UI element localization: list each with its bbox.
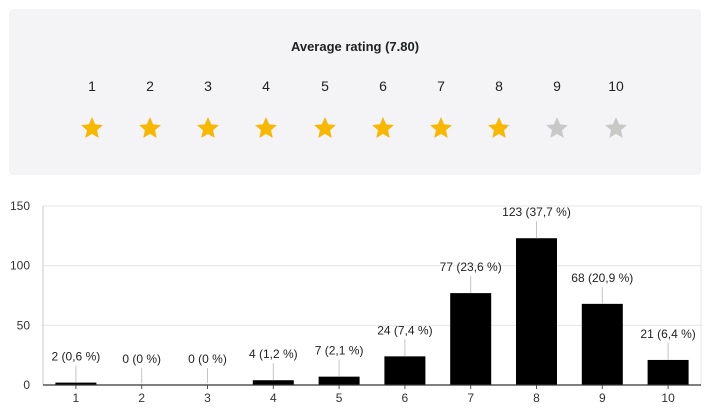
bar[interactable] [55,382,97,385]
y-tick-label: 150 [10,199,30,213]
star-icon [81,117,103,138]
x-tick-label: 3 [204,391,211,405]
bar[interactable] [450,293,492,385]
star-icon [546,117,568,138]
star-item-10: 10 [596,77,636,141]
star-scale-label: 5 [321,78,329,94]
x-tick-label: 9 [599,391,606,405]
star-scale-label: 4 [262,78,270,94]
star-scale-label: 3 [204,78,212,94]
data-label: 7 (2,1 %) [315,344,364,358]
star-scale-label: 7 [437,78,445,94]
star-item-9: 9 [537,77,577,141]
y-tick-label: 50 [17,318,31,332]
star-item-4: 4 [246,77,286,141]
star-scale-label: 6 [379,78,387,94]
x-tick-label: 1 [73,391,80,405]
data-label: 4 (1,2 %) [249,347,298,361]
star-icon [605,117,627,138]
data-label: 21 (6,4 %) [640,327,695,341]
y-tick-label: 0 [23,378,30,392]
data-label: 123 (37,7 %) [502,205,571,219]
star-icon [430,117,452,138]
bar[interactable] [252,380,294,385]
rating-title: Average rating (7.80) [290,39,420,54]
rating-distribution-chart: 0 50 100 150 2 (0,6 %) 1 0 (0 %) 2 0 (0 %) 3 4 (1,… [10,199,702,405]
data-label: 24 (7,4 %) [377,323,432,337]
star-icon [255,117,277,138]
star-icon [488,117,510,138]
data-label: 2 (0,6 %) [52,350,101,364]
star-scale-label: 8 [495,78,503,94]
star-item-1: 1 [72,77,112,141]
star-icon [197,117,219,138]
x-tick-label: 10 [661,391,675,405]
data-label: 0 (0 %) [188,352,227,366]
star-item-8: 8 [479,77,519,141]
x-tick-label: 5 [336,391,343,405]
star-item-3: 3 [188,77,228,141]
star-icon [314,117,336,138]
star-scale-label: 1 [88,78,96,94]
x-tick-label: 7 [467,391,474,405]
x-tick-label: 4 [270,391,277,405]
rating-panel: Average rating (7.80) 1 2 3 4 5 6 7 8 9 10 [9,9,701,175]
star-scale-label: 10 [608,78,624,94]
bar[interactable] [318,376,360,385]
star-icon [139,117,161,138]
bar[interactable] [647,359,689,385]
x-tick-label: 6 [402,391,409,405]
data-label: 77 (23,6 %) [440,260,502,274]
x-tick-label: 2 [138,391,145,405]
star-item-5: 5 [305,77,345,141]
y-tick-label: 100 [10,259,30,273]
data-label: 0 (0 %) [122,352,161,366]
bar[interactable] [516,238,557,385]
star-item-7: 7 [421,77,461,141]
star-item-2: 2 [130,77,170,141]
star-scale-label: 2 [146,78,154,94]
x-tick-label: 8 [533,391,540,405]
bar[interactable] [581,303,623,385]
star-icon [372,117,394,138]
bar[interactable] [384,356,426,385]
star-scale-label: 9 [553,78,561,94]
data-label: 68 (20,9 %) [571,271,633,285]
star-item-6: 6 [363,77,403,141]
